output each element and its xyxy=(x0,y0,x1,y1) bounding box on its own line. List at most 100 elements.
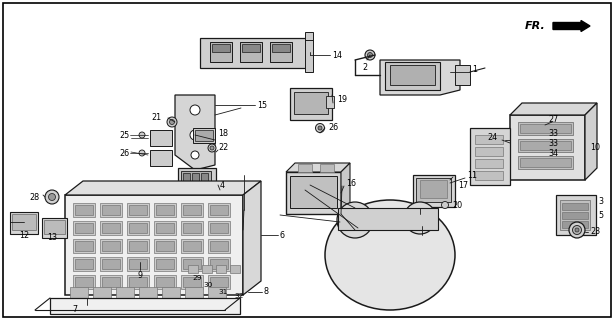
Bar xyxy=(127,203,149,217)
Bar xyxy=(154,275,176,289)
Bar xyxy=(42,218,67,238)
Bar xyxy=(208,239,230,253)
Bar xyxy=(156,277,174,287)
Bar xyxy=(181,171,211,191)
Text: 4: 4 xyxy=(220,180,225,189)
Bar xyxy=(50,298,240,314)
Bar xyxy=(520,158,571,167)
Bar xyxy=(127,221,149,235)
Text: 20: 20 xyxy=(452,201,462,210)
Bar xyxy=(455,65,470,85)
Circle shape xyxy=(45,190,59,204)
Bar xyxy=(70,287,88,299)
Bar xyxy=(305,32,313,72)
Circle shape xyxy=(350,215,360,225)
Bar xyxy=(518,122,573,135)
Bar xyxy=(326,96,334,108)
Bar xyxy=(201,173,208,189)
Bar xyxy=(185,287,203,299)
Bar xyxy=(240,42,262,62)
Text: 17: 17 xyxy=(458,180,468,189)
Bar xyxy=(10,212,38,234)
Bar xyxy=(183,205,201,215)
Text: 27: 27 xyxy=(548,116,558,124)
Bar xyxy=(129,259,147,269)
Text: 31: 31 xyxy=(218,289,228,295)
Bar xyxy=(181,221,203,235)
Circle shape xyxy=(208,144,216,152)
Polygon shape xyxy=(341,163,350,214)
Text: 34: 34 xyxy=(548,148,558,157)
Bar xyxy=(390,65,435,85)
Bar xyxy=(129,205,147,215)
Circle shape xyxy=(416,214,424,222)
Bar xyxy=(100,221,122,235)
Text: 29: 29 xyxy=(192,275,202,281)
Bar xyxy=(156,205,174,215)
Bar xyxy=(127,239,149,253)
Bar xyxy=(181,203,203,217)
Bar xyxy=(294,92,328,114)
Bar xyxy=(208,203,230,217)
Bar xyxy=(208,275,230,289)
Bar xyxy=(183,173,190,189)
Text: 10: 10 xyxy=(590,143,600,153)
Bar xyxy=(192,173,199,189)
FancyArrow shape xyxy=(553,20,590,31)
Polygon shape xyxy=(286,163,350,172)
Bar xyxy=(12,214,36,230)
Bar xyxy=(202,265,212,273)
Bar xyxy=(208,257,230,271)
Circle shape xyxy=(139,132,145,138)
Bar xyxy=(208,221,230,235)
Bar xyxy=(162,287,180,299)
Circle shape xyxy=(210,146,214,150)
Bar xyxy=(230,265,240,273)
Bar xyxy=(208,287,226,299)
Bar xyxy=(216,265,226,273)
Circle shape xyxy=(167,117,177,127)
Text: 5: 5 xyxy=(598,211,603,220)
Circle shape xyxy=(368,52,373,58)
Text: 11: 11 xyxy=(467,171,477,180)
Bar xyxy=(129,241,147,251)
Bar xyxy=(93,287,111,299)
Bar xyxy=(560,200,590,230)
Text: 2: 2 xyxy=(362,63,368,73)
Bar xyxy=(210,42,232,62)
Bar xyxy=(475,135,503,144)
Text: 26: 26 xyxy=(328,124,338,132)
Bar xyxy=(129,277,147,287)
Bar xyxy=(183,277,201,287)
Text: 21: 21 xyxy=(152,114,162,123)
Bar xyxy=(518,156,573,169)
Bar xyxy=(270,42,292,62)
Circle shape xyxy=(190,130,200,140)
Text: 14: 14 xyxy=(332,51,342,60)
Bar xyxy=(75,259,93,269)
Bar xyxy=(556,195,596,235)
Circle shape xyxy=(49,194,55,201)
Bar xyxy=(183,223,201,233)
Bar xyxy=(320,164,334,172)
Bar xyxy=(150,130,172,146)
Text: 26: 26 xyxy=(120,148,130,157)
Circle shape xyxy=(442,202,448,209)
Bar xyxy=(102,223,120,233)
Polygon shape xyxy=(65,181,261,195)
Bar xyxy=(156,241,174,251)
Circle shape xyxy=(190,105,200,115)
Bar xyxy=(73,221,95,235)
Bar xyxy=(102,241,120,251)
Bar xyxy=(73,257,95,271)
Circle shape xyxy=(345,210,365,230)
Circle shape xyxy=(575,228,579,232)
Polygon shape xyxy=(243,181,261,295)
Bar xyxy=(210,223,228,233)
Text: 32: 32 xyxy=(234,293,244,299)
Bar xyxy=(127,275,149,289)
Bar xyxy=(73,203,95,217)
Bar xyxy=(188,265,198,273)
Bar xyxy=(518,139,573,152)
Text: 23: 23 xyxy=(590,228,600,236)
